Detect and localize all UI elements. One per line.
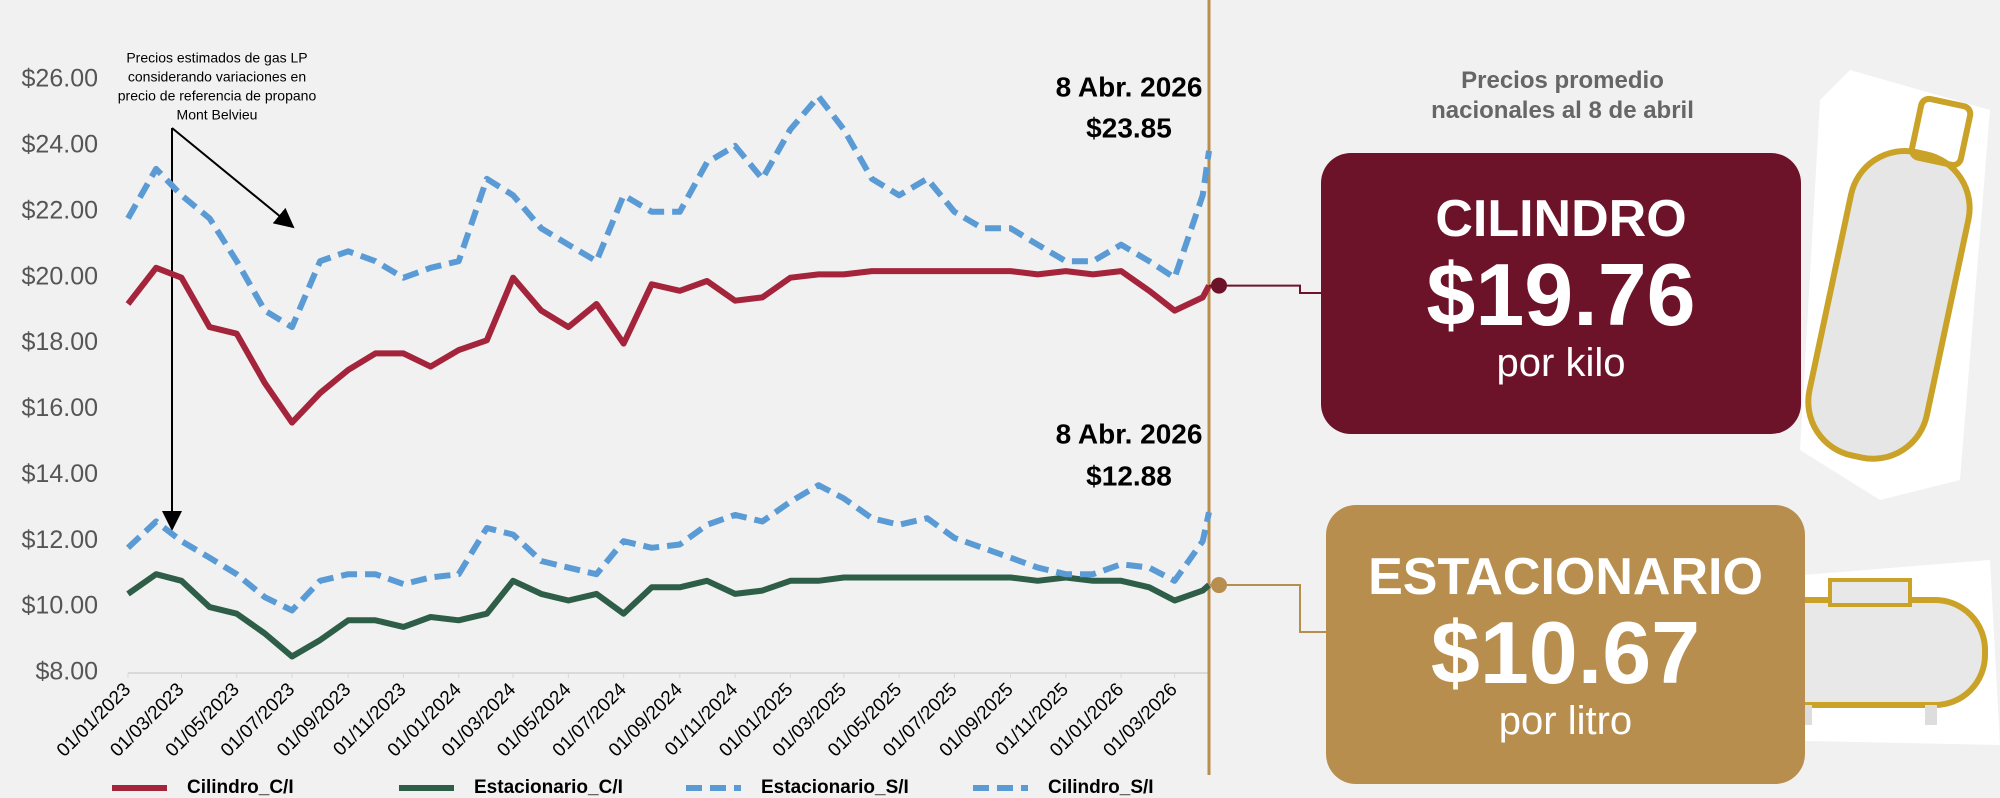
- series-line: [128, 574, 1209, 656]
- legend-label: Estacionario_S/I: [761, 777, 909, 798]
- y-tick-label: $8.00: [35, 658, 98, 686]
- end-marker: [1211, 278, 1227, 294]
- cilindro-card: CILINDRO $19.76 por kilo: [1321, 153, 1801, 434]
- legend-label: Cilindro_C/I: [187, 777, 294, 798]
- note-line: precio de referencia de propano: [118, 88, 317, 104]
- y-tick-label: $22.00: [22, 196, 98, 224]
- y-tick-label: $10.00: [22, 592, 98, 620]
- annotation-date: 8 Abr. 2026: [1056, 418, 1203, 449]
- y-tick-label: $16.00: [22, 394, 98, 422]
- y-tick-label: $20.00: [22, 262, 98, 290]
- card-title: CILINDRO: [1321, 189, 1801, 249]
- panel-heading: Precios promedio nacionales al 8 de abri…: [1400, 66, 1725, 126]
- end-marker: [1211, 577, 1227, 593]
- annotation-value: $12.88: [1086, 460, 1172, 491]
- note-line: Mont Belvieu: [177, 107, 258, 123]
- note-line: Precios estimados de gas LP: [126, 50, 307, 66]
- card-title: ESTACIONARIO: [1326, 547, 1805, 607]
- heading-line: Precios promedio: [1400, 66, 1725, 96]
- card-unit: por kilo: [1321, 341, 1801, 386]
- note-line: considerando variaciones en: [128, 69, 306, 85]
- heading-line: nacionales al 8 de abril: [1400, 96, 1725, 126]
- y-tick-label: $26.00: [22, 65, 98, 93]
- y-tick-label: $14.00: [22, 460, 98, 488]
- series-line: [128, 268, 1209, 423]
- annotation-value: $23.85: [1086, 112, 1172, 143]
- card-unit: por litro: [1326, 699, 1805, 744]
- legend-label: Estacionario_C/I: [474, 777, 623, 798]
- page: Precios estimados de gas LP considerando…: [0, 0, 2000, 798]
- cylinder-icon: [1798, 70, 1990, 500]
- annotation-date: 8 Abr. 2026: [1056, 71, 1203, 102]
- y-tick-label: $18.00: [22, 328, 98, 356]
- card-price: $10.67: [1326, 607, 1805, 699]
- note-arrow: [172, 128, 293, 227]
- legend-label: Cilindro_S/I: [1048, 777, 1154, 798]
- connector: [1209, 585, 1326, 632]
- estacionario-card: ESTACIONARIO $10.67 por litro: [1326, 505, 1805, 784]
- y-tick-label: $12.00: [22, 526, 98, 554]
- card-price: $19.76: [1321, 249, 1801, 341]
- y-tick-label: $24.00: [22, 130, 98, 158]
- series-line: [128, 97, 1209, 328]
- series-line: [128, 485, 1209, 610]
